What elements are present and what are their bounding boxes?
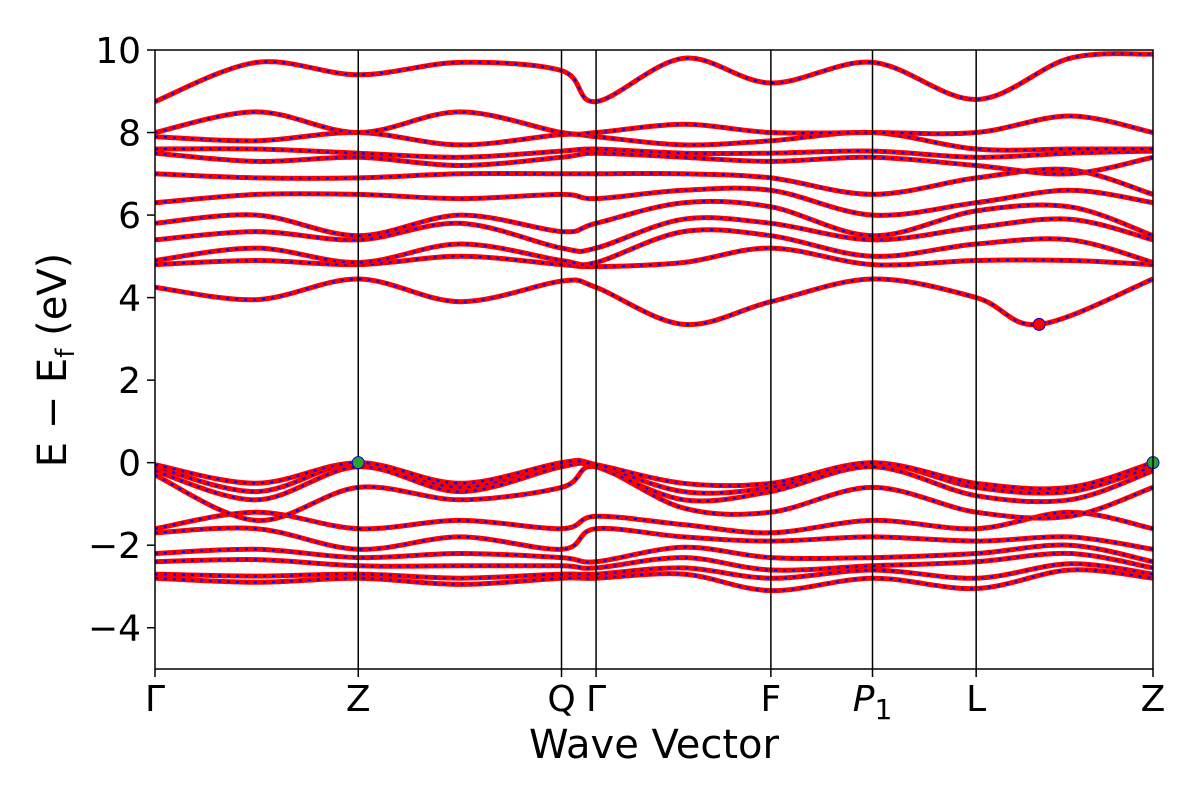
x-tick-label: Γ xyxy=(145,679,165,720)
band-line-dashed-5 xyxy=(155,511,1153,534)
band-line-dashed-2 xyxy=(155,552,1153,572)
band-line-13 xyxy=(155,215,1153,254)
x-tick-label: Z xyxy=(1141,679,1166,720)
band-line-dashed-11 xyxy=(155,246,1153,268)
x-axis-label: Wave Vector xyxy=(529,722,780,768)
band-line-dashed-18 xyxy=(155,147,1153,159)
band-line-21 xyxy=(155,51,1153,105)
kpath-lines xyxy=(357,50,977,669)
band-line-dashed-16 xyxy=(155,167,1153,196)
band-line-dashed-3 xyxy=(155,543,1153,564)
band-line-dashed-17 xyxy=(155,152,1153,176)
y-tick-label: 0 xyxy=(118,444,141,485)
cbm-marker xyxy=(1032,317,1046,331)
band-line-dashed-12 xyxy=(155,228,1153,266)
band-line-15 xyxy=(155,185,1153,218)
y-axis-label-main: E − E xyxy=(30,358,76,468)
band-line-dashed-7 xyxy=(155,462,1153,503)
x-tick-label: F xyxy=(761,679,782,720)
band-line-dashed-19 xyxy=(155,131,1153,152)
y-tick-label: 2 xyxy=(118,361,141,402)
band-line-20 xyxy=(155,109,1153,137)
y-tick-label: −2 xyxy=(88,526,141,567)
band-line-dashed-0 xyxy=(155,568,1153,592)
extremum-markers xyxy=(351,317,1160,470)
y-tick-label: 6 xyxy=(118,196,141,237)
plot-frame xyxy=(154,49,1154,670)
band-line-9 xyxy=(155,458,1153,492)
x-tick-label: Z xyxy=(346,679,371,720)
x-axis-ticks: Γ Z Q Γ F P1 L Z xyxy=(145,669,1165,726)
x-tick-label: Γ xyxy=(586,679,606,720)
y-tick-label: 8 xyxy=(118,114,141,155)
band-line-4 xyxy=(155,525,1153,552)
bands-layer xyxy=(155,51,1153,594)
x-tick-label: Q xyxy=(547,679,575,720)
band-line-dashed-4 xyxy=(155,526,1153,551)
y-tick-label: −4 xyxy=(88,609,141,650)
band-line-10 xyxy=(155,276,1153,328)
band-line-dashed-15 xyxy=(155,187,1153,217)
x-tick-label: L xyxy=(966,679,986,720)
y-axis-label-subscript: f xyxy=(51,348,81,358)
band-line-14 xyxy=(155,198,1153,239)
y-axis-label-unit: (eV) xyxy=(30,253,76,349)
band-line-19 xyxy=(155,129,1153,153)
x-tick-label-main: P xyxy=(853,679,875,720)
band-line-dashed-13 xyxy=(155,216,1153,253)
band-line-dashed-10 xyxy=(155,277,1153,326)
vbm-marker xyxy=(351,456,365,470)
x-tick-label-subscript: 1 xyxy=(874,693,892,726)
y-axis-ticks: −4 −2 0 2 4 6 8 10 xyxy=(88,31,155,650)
x-tick-label: P1 xyxy=(853,679,893,726)
y-axis-label: E − Ef (eV) xyxy=(30,253,81,468)
band-line-dashed-1 xyxy=(155,562,1153,580)
band-line-dashed-6 xyxy=(155,465,1153,522)
y-tick-label: 10 xyxy=(95,31,141,72)
y-tick-label: 4 xyxy=(118,279,141,320)
